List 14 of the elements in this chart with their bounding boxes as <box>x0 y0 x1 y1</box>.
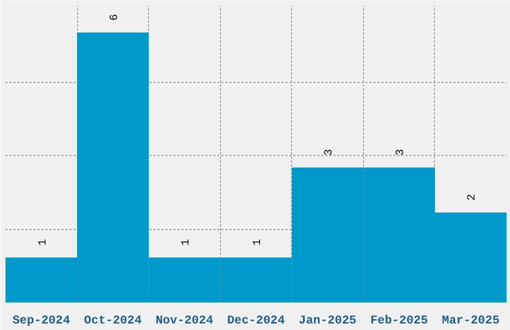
x-tick-label: Dec-2024 <box>227 314 285 328</box>
data-label: 3 <box>324 149 336 156</box>
x-tick-label: Jan-2025 <box>298 314 356 328</box>
data-label: 1 <box>180 238 192 246</box>
x-tick-label: Nov-2024 <box>156 314 214 328</box>
x-tick-label: Sep-2024 <box>12 314 70 328</box>
data-label: 6 <box>108 14 121 21</box>
data-label: 1 <box>37 238 50 246</box>
data-label: 2 <box>466 194 479 201</box>
x-tick-label: Feb-2025 <box>370 314 428 328</box>
x-tick-label: Oct-2024 <box>84 314 142 328</box>
data-label: 1 <box>252 238 264 246</box>
x-tick-label: Mar-2025 <box>442 314 500 328</box>
data-label: 3 <box>395 149 408 156</box>
